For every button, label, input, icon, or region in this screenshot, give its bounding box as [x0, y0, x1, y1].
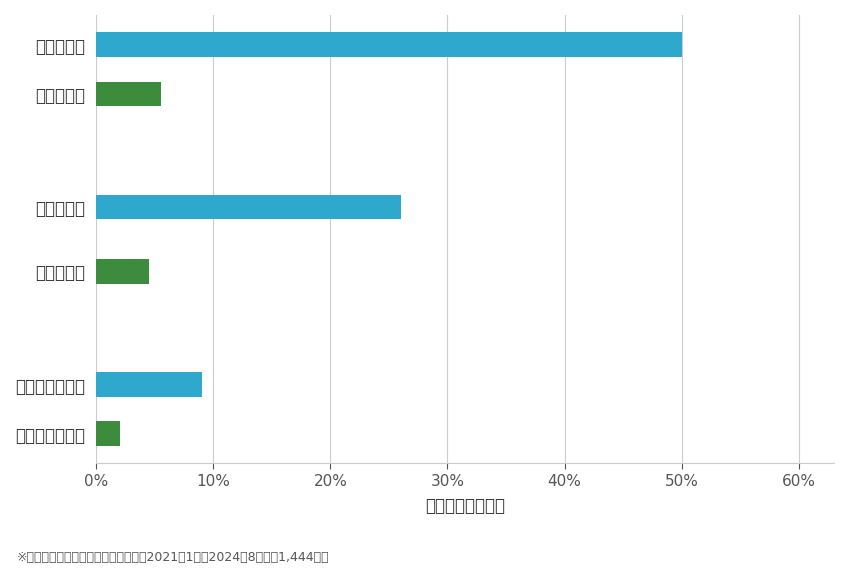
Bar [96, 32, 682, 57]
Bar [96, 195, 401, 219]
Bar [96, 259, 149, 283]
Bar [96, 421, 120, 446]
Bar [96, 82, 160, 106]
Bar [96, 372, 201, 397]
X-axis label: 件数の割合（％）: 件数の割合（％） [425, 497, 505, 515]
Text: ※弊社受付の案件を対象に集計（期間2021年1月～2024年8月、計1,444件）: ※弊社受付の案件を対象に集計（期間2021年1月～2024年8月、計1,444件… [17, 551, 329, 564]
